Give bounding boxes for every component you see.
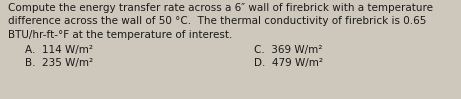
Text: B.  235 W/m²: B. 235 W/m² <box>25 58 93 68</box>
Text: difference across the wall of 50 °C.  The thermal conductivity of firebrick is 0: difference across the wall of 50 °C. The… <box>8 17 426 27</box>
Text: D.  479 W/m²: D. 479 W/m² <box>254 58 323 68</box>
Text: Compute the energy transfer rate across a 6″ wall of firebrick with a temperatur: Compute the energy transfer rate across … <box>8 3 433 13</box>
Text: C.  369 W/m²: C. 369 W/m² <box>254 44 322 55</box>
Text: A.  114 W/m²: A. 114 W/m² <box>25 44 93 55</box>
Text: BTU/hr-ft-°F at the temperature of interest.: BTU/hr-ft-°F at the temperature of inter… <box>8 30 232 40</box>
